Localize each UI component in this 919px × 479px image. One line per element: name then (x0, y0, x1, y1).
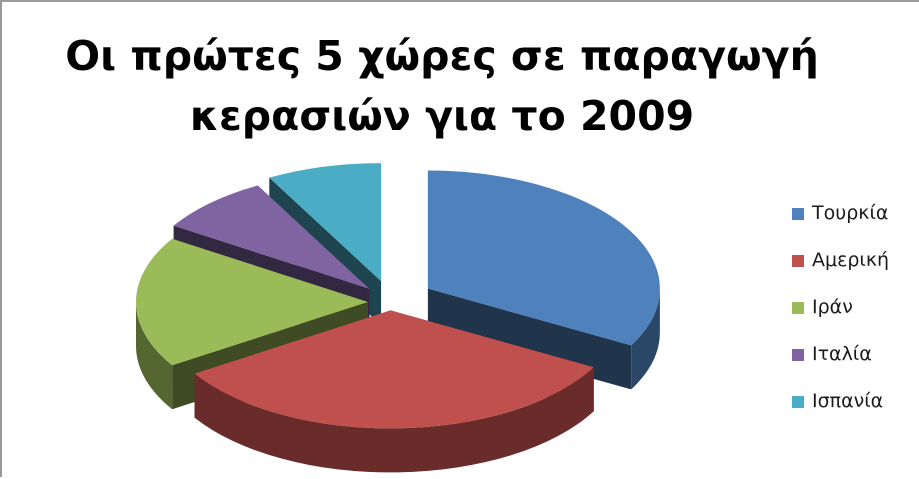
legend-item-2: Αμερική (792, 249, 917, 296)
legend-swatch-3 (792, 302, 804, 314)
legend-label-5: Ισπανία (812, 390, 884, 412)
legend-label-3: Ιράν (812, 296, 853, 318)
pie-slice-top-5 (269, 163, 382, 282)
legend-item-5: Ισπανία (792, 390, 917, 437)
legend-item-3: Ιράν (792, 296, 917, 343)
pie-slice-top-2 (194, 310, 594, 429)
legend-label-1: Τουρκία (812, 202, 889, 224)
pie-slice-top-4 (173, 185, 370, 289)
chart-title: Οι πρώτες 5 χώρες σε παραγωγή κερασιών γ… (42, 26, 842, 146)
legend-label-2: Αμερική (812, 249, 890, 271)
pie-slice-2 (194, 310, 594, 473)
chart-title-line-1: Οι πρώτες 5 χώρες σε παραγωγή (65, 32, 819, 80)
legend-swatch-1 (792, 208, 804, 220)
legend-swatch-4 (792, 349, 804, 361)
legend-label-4: Ιταλία (812, 343, 872, 365)
pie-slice-top-3 (135, 238, 368, 366)
legend-item-1: Τουρκία (792, 202, 917, 249)
pie-slice-top-1 (427, 170, 660, 346)
legend-swatch-5 (792, 396, 804, 408)
chart-title-line-2: κερασιών για το 2009 (189, 92, 695, 140)
legend-swatch-2 (792, 255, 804, 267)
legend-item-4: Ιταλία (792, 343, 917, 390)
legend: Τουρκία Αμερική Ιράν Ιταλία Ισπανία (792, 202, 917, 437)
